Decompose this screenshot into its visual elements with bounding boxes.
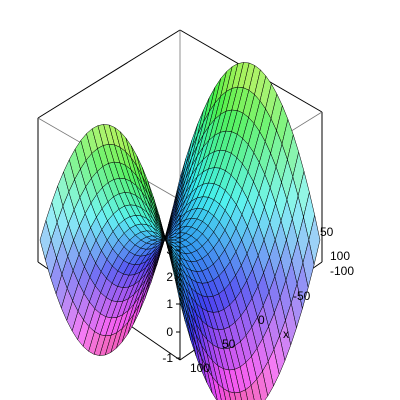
x-tick-label: 0 <box>258 313 265 327</box>
surface-patch <box>239 389 248 400</box>
surface-mesh <box>39 62 321 400</box>
x-tick-label: -50 <box>293 289 311 303</box>
x-tick-label: -100 <box>330 264 354 278</box>
y-tick-label: 100 <box>330 249 350 263</box>
box-edge <box>37 29 181 119</box>
z-tick-label: 1 <box>166 297 173 311</box>
z-tick-label: 2 <box>166 270 173 284</box>
z-tick-label: -1 <box>162 351 173 365</box>
surface-patch <box>233 392 242 400</box>
x-tick-label: 100 <box>190 361 210 375</box>
y-tick-label: 50 <box>320 225 334 239</box>
x-axis-title: x <box>283 327 289 341</box>
x-tick-label: 50 <box>222 337 236 351</box>
z-tick-label: 0 <box>166 325 173 339</box>
z-tick-label: 3 <box>166 243 173 257</box>
axis-ticks: -1 0 1 2 3 -100 -50 0 50 100 50 100 <box>162 225 354 375</box>
